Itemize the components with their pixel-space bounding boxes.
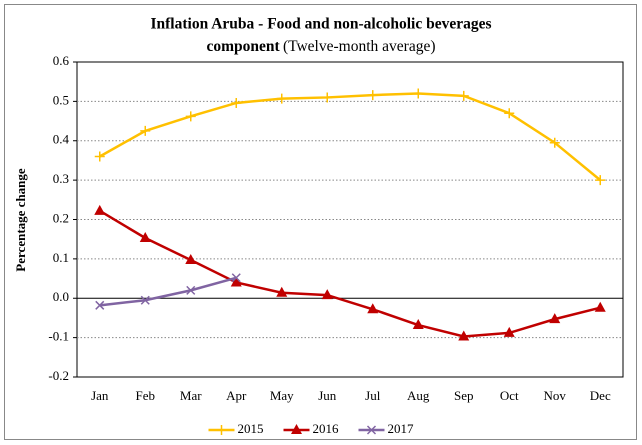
x-tick-label: Jun: [318, 388, 337, 403]
marker: [595, 175, 606, 186]
marker: [140, 125, 151, 136]
marker: [185, 254, 197, 265]
x-tick-label: Jan: [91, 388, 109, 403]
y-tick-label: -0.2: [48, 368, 69, 383]
marker: [458, 330, 470, 341]
marker: [94, 151, 105, 162]
x-tick-label: Apr: [226, 388, 247, 403]
marker: [140, 295, 150, 305]
marker: [216, 425, 227, 435]
marker: [503, 326, 515, 337]
marker: [231, 97, 242, 108]
x-tick-label: Jul: [365, 388, 381, 403]
chart-frame: [4, 4, 637, 440]
marker: [230, 276, 242, 287]
series-line: [99, 209, 601, 338]
y-tick-label: 0.1: [53, 250, 69, 265]
series-line: [99, 92, 602, 182]
chart-subtitle: (Twelve-month average): [283, 38, 436, 55]
marker: [276, 286, 288, 297]
y-tick-label: 0.3: [53, 171, 69, 186]
y-tick-label: 0.2: [53, 210, 69, 225]
x-tick-label: Feb: [136, 388, 156, 403]
y-tick-label: -0.1: [48, 329, 69, 344]
marker: [366, 425, 377, 435]
chart-title: Inflation Aruba - Food and non-alcoholic…: [150, 16, 491, 33]
x-tick-label: Aug: [407, 388, 430, 403]
y-tick-label: 0.4: [53, 132, 70, 147]
y-tick-label: 0.6: [53, 53, 70, 68]
series-line: [99, 276, 237, 307]
marker: [412, 319, 424, 330]
marker: [549, 137, 560, 148]
x-tick-label: Sep: [454, 388, 474, 403]
x-tick-label: Mar: [180, 388, 202, 403]
marker: [186, 285, 196, 295]
marker: [322, 92, 333, 103]
y-tick-label: 0.5: [53, 92, 69, 107]
marker: [291, 424, 302, 434]
marker: [413, 88, 424, 99]
chart-title: component: [206, 38, 280, 55]
marker: [549, 313, 561, 324]
marker: [94, 204, 106, 215]
x-tick-label: Nov: [544, 388, 567, 403]
marker: [139, 232, 151, 243]
x-tick-label: May: [270, 388, 294, 403]
marker: [321, 289, 333, 300]
marker: [185, 111, 196, 122]
marker: [504, 108, 515, 119]
legend-label: 2016: [313, 421, 340, 436]
y-tick-label: 0.0: [53, 289, 69, 304]
x-tick-label: Dec: [590, 388, 611, 403]
marker: [276, 93, 287, 104]
chart-title-line2: component (Twelve-month average): [206, 38, 435, 55]
marker: [594, 301, 606, 312]
y-axis-label: Percentage change: [13, 168, 28, 272]
marker: [458, 90, 469, 101]
legend-label: 2017: [388, 421, 415, 436]
marker: [367, 303, 379, 314]
marker: [231, 273, 241, 283]
legend-label: 2015: [238, 421, 264, 436]
x-tick-label: Oct: [500, 388, 519, 403]
marker: [95, 300, 105, 310]
marker: [367, 90, 378, 101]
